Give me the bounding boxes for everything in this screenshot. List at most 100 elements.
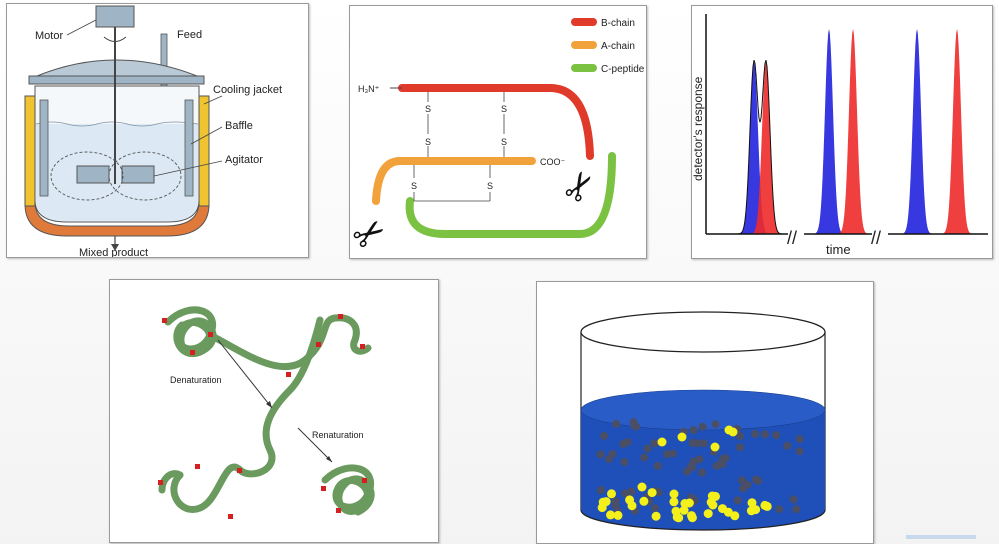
- dark-particle: [643, 444, 652, 453]
- legend-swatch-a-chain: [571, 41, 597, 49]
- bright-particle: [637, 482, 647, 492]
- legend-label-a-chain: A-chain: [601, 41, 635, 52]
- renaturation-arrow: [297, 427, 333, 463]
- peak-blue-2: [805, 29, 853, 234]
- agitator-blade-left: [76, 165, 110, 184]
- dark-particle: [761, 430, 769, 439]
- chromatogram-plot: // // detector's response time: [692, 14, 988, 257]
- dark-particle: [699, 439, 708, 448]
- dark-particle: [596, 486, 605, 495]
- peak-red-1: [742, 62, 790, 234]
- mixed-product-label: Mixed product: [79, 247, 148, 258]
- agitator-blade-right: [121, 165, 155, 184]
- c-terminus-label: COO⁻: [540, 157, 566, 167]
- dark-particle: [693, 439, 702, 448]
- dark-particle: [653, 461, 662, 470]
- reactor-diagram-panel: Motor Feed Mixed product Cooling j: [6, 3, 309, 258]
- dark-particle: [743, 480, 752, 489]
- folded-protein-bottom: [321, 464, 375, 516]
- unfolded-chain-bottom: [170, 316, 324, 513]
- bright-particle: [598, 497, 608, 507]
- dark-particle: [640, 453, 649, 462]
- bright-particle: [687, 513, 697, 523]
- dark-particle: [733, 496, 742, 505]
- peak-blue-3: [893, 29, 941, 234]
- unfolded-chain-top: [206, 314, 372, 371]
- reactor-diagram: Motor Feed Mixed product Cooling j: [24, 5, 282, 258]
- dark-particle: [736, 432, 745, 441]
- chromatogram-panel: // // detector's response time: [691, 5, 993, 259]
- beaker-rim: [580, 311, 826, 353]
- peak-red-3: [933, 29, 981, 234]
- a-chain: [372, 157, 536, 205]
- axis-break-1: //: [787, 228, 797, 248]
- legend-label-c-peptide: C-peptide: [601, 64, 645, 75]
- legend-swatch-c-peptide: [571, 64, 597, 72]
- dark-particle: [698, 422, 707, 431]
- scissors-icon: ✂: [555, 163, 607, 212]
- dark-particle: [650, 439, 659, 448]
- feed-label: Feed: [177, 29, 202, 41]
- disulfide-s-2: S: [425, 137, 431, 147]
- protein-folding-panel: Denaturation Renaturation: [109, 279, 439, 543]
- dark-particle: [663, 450, 671, 459]
- bright-particle: [613, 510, 623, 520]
- dark-particle: [612, 419, 621, 428]
- dark-particle: [792, 505, 801, 514]
- bright-particle: [728, 427, 738, 437]
- disulfide-s-6: S: [487, 181, 493, 191]
- peak-blue-1: [730, 62, 778, 234]
- y-axis-label: detector's response: [692, 76, 705, 181]
- bright-particle: [651, 511, 661, 521]
- bright-particle: [669, 489, 679, 499]
- x-axis-label: time: [826, 242, 851, 257]
- dark-particle: [783, 441, 792, 450]
- particles: [596, 418, 804, 523]
- b-chain: [398, 84, 594, 160]
- bright-particle: [674, 513, 684, 523]
- bright-particle: [639, 496, 649, 506]
- bright-particle: [711, 491, 720, 501]
- bright-particle: [746, 506, 756, 516]
- c-peptide: [405, 152, 616, 238]
- folded-protein-top: [164, 306, 217, 357]
- dark-particle: [629, 418, 638, 427]
- dark-particle: [620, 458, 629, 466]
- disulfide-s-5: S: [411, 181, 417, 191]
- bright-particle: [606, 510, 615, 520]
- motor-label: Motor: [35, 30, 63, 42]
- bright-particle: [723, 507, 733, 517]
- baffle-label: Baffle: [225, 120, 253, 132]
- bright-particle: [669, 497, 679, 507]
- bright-particle: [627, 501, 637, 511]
- dark-particle: [775, 505, 784, 514]
- bright-particle: [760, 500, 770, 510]
- dark-particle: [689, 426, 698, 435]
- dark-particle: [695, 455, 704, 464]
- dark-particle: [736, 443, 745, 452]
- disulfide-s-4: S: [501, 137, 507, 147]
- beaker-diagram: [580, 311, 826, 531]
- insulin-diagram-panel: B-chain A-chain C-peptide H₃N⁺ COO⁻ S S …: [349, 5, 647, 259]
- dark-particle: [795, 447, 804, 456]
- denaturation-label: Denaturation: [170, 375, 222, 385]
- dark-particle: [623, 438, 632, 447]
- footer-mark: _: [906, 535, 976, 539]
- beaker-panel: [536, 281, 874, 544]
- legend-label-b-chain: B-chain: [601, 18, 635, 29]
- bright-particle: [747, 498, 757, 508]
- axis-break-2: //: [871, 228, 881, 248]
- bright-particle: [680, 499, 690, 508]
- bright-particle: [657, 437, 667, 447]
- dark-particle: [752, 475, 760, 484]
- dark-particle: [772, 431, 781, 440]
- bright-particle: [607, 489, 616, 499]
- bright-particle: [677, 432, 687, 442]
- peak-red-2: [829, 29, 877, 234]
- dark-particle: [608, 450, 617, 458]
- insulin-diagram: B-chain A-chain C-peptide H₃N⁺ COO⁻ S S …: [350, 18, 645, 258]
- dark-particle: [668, 449, 677, 458]
- dark-particle: [596, 450, 605, 459]
- motor-box: [95, 5, 135, 28]
- disulfide-s-1: S: [425, 104, 431, 114]
